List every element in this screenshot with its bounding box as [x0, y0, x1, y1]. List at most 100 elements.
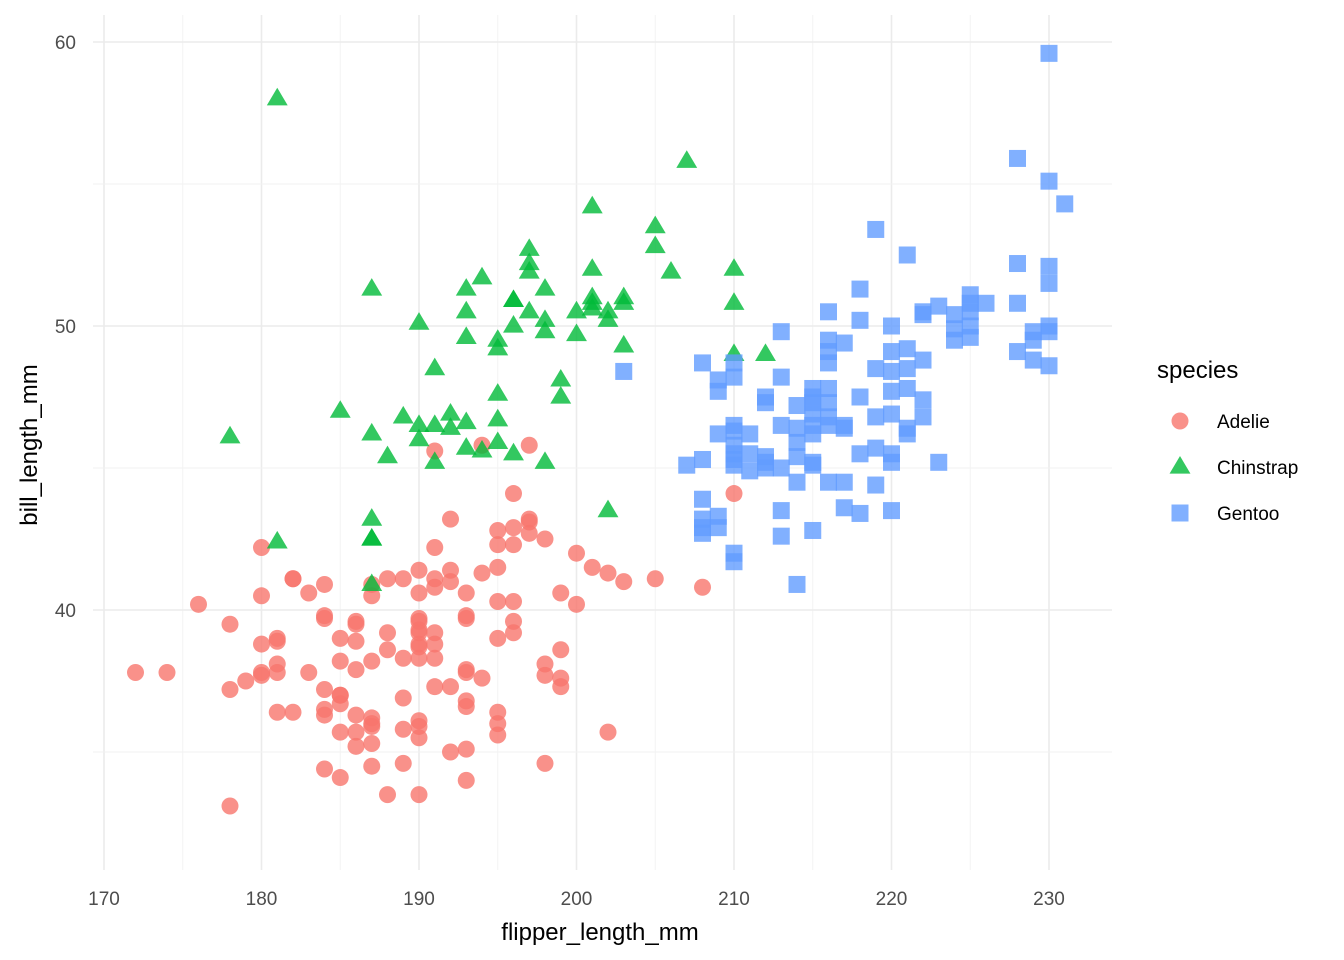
legend-key-circle — [1171, 412, 1189, 430]
series-chinstrap — [219, 87, 776, 592]
data-points — [127, 44, 1074, 815]
series-gentoo — [615, 44, 1074, 593]
gentoo-point — [725, 422, 743, 440]
gentoo-point — [788, 433, 806, 451]
adelie-point — [347, 706, 365, 724]
gentoo-point — [851, 280, 869, 298]
adelie-point — [694, 578, 711, 596]
gentoo-point — [946, 306, 963, 324]
legend-label: Chinstrap — [1217, 458, 1298, 479]
adelie-point — [221, 615, 239, 633]
adelie-point — [410, 649, 428, 667]
chinstrap-point — [424, 414, 446, 432]
gentoo-point — [867, 476, 885, 494]
gentoo-point — [1009, 294, 1026, 312]
gentoo-point — [772, 323, 790, 341]
chinstrap-point — [613, 292, 635, 310]
chinstrap-point — [408, 428, 430, 447]
adelie-point — [457, 610, 475, 628]
gentoo-point — [772, 416, 790, 434]
legend-title: species — [1157, 357, 1238, 384]
chinstrap-point — [487, 408, 509, 427]
adelie-point — [442, 743, 459, 761]
gentoo-point — [725, 368, 743, 386]
adelie-point — [253, 539, 270, 557]
chinstrap-point — [392, 405, 414, 424]
chinstrap-point — [266, 87, 288, 106]
gentoo-point — [1040, 274, 1058, 292]
y-tick-label: 60 — [55, 33, 76, 54]
gentoo-point — [709, 382, 727, 400]
chinstrap-point — [377, 445, 398, 464]
adelie-point — [379, 786, 396, 804]
legend-item-gentoo: Gentoo — [1171, 504, 1279, 525]
gentoo-point — [725, 456, 743, 474]
legend-key-square — [1171, 504, 1189, 522]
chinstrap-point — [471, 266, 493, 285]
gentoo-point — [883, 453, 900, 471]
gentoo-point — [788, 473, 806, 491]
adelie-point — [379, 624, 396, 642]
adelie-point — [363, 652, 381, 670]
gentoo-point — [1040, 257, 1058, 275]
adelie-point — [379, 570, 396, 588]
adelie-point — [457, 740, 475, 758]
gentoo-point — [757, 459, 774, 477]
gentoo-point — [1024, 331, 1042, 349]
x-tick-label: 200 — [561, 889, 593, 910]
adelie-point — [331, 769, 349, 787]
chinstrap-point — [455, 326, 477, 344]
gentoo-point — [741, 462, 759, 480]
chinstrap-point — [534, 309, 556, 327]
adelie-point — [505, 592, 522, 610]
adelie-point — [426, 578, 444, 596]
gentoo-point — [694, 524, 711, 542]
legend-key-triangle — [1169, 456, 1191, 474]
gentoo-point — [820, 379, 837, 397]
chinstrap-point — [487, 383, 509, 401]
gentoo-point — [725, 354, 743, 372]
chinstrap-point — [408, 414, 430, 432]
chinstrap-point — [329, 400, 351, 418]
gentoo-point — [772, 527, 790, 545]
gentoo-point — [835, 473, 853, 491]
gentoo-point — [930, 297, 948, 315]
adelie-point — [284, 703, 302, 721]
adelie-point — [331, 695, 349, 713]
legend-label: Gentoo — [1217, 504, 1279, 525]
gentoo-point — [961, 328, 979, 346]
gentoo-point — [851, 504, 869, 522]
chinstrap-point — [503, 289, 524, 308]
gentoo-point — [898, 379, 916, 397]
gentoo-point — [741, 445, 759, 463]
adelie-point — [253, 587, 270, 605]
adelie-point — [347, 661, 365, 679]
gentoo-point — [883, 343, 900, 361]
adelie-point — [127, 663, 144, 681]
adelie-point — [394, 689, 412, 707]
adelie-point — [442, 510, 459, 528]
chinstrap-point — [644, 235, 666, 254]
gentoo-point — [851, 445, 869, 463]
chinstrap-point — [550, 368, 572, 387]
chinstrap-point — [361, 528, 383, 546]
chinstrap-point — [455, 300, 477, 319]
adelie-point — [725, 485, 743, 503]
gentoo-point — [835, 334, 853, 352]
chinstrap-point — [644, 215, 666, 234]
adelie-point — [363, 734, 381, 752]
adelie-point — [379, 641, 396, 659]
legend-label: Adelie — [1217, 412, 1270, 433]
gentoo-point — [867, 408, 885, 426]
adelie-point — [363, 717, 381, 735]
adelie-point — [599, 723, 617, 741]
adelie-point — [221, 797, 239, 815]
y-tick-label: 50 — [55, 317, 76, 338]
chinstrap-point — [455, 278, 477, 296]
gentoo-point — [914, 306, 932, 324]
adelie-point — [331, 652, 349, 670]
gentoo-point — [757, 394, 774, 412]
adelie-point — [410, 786, 428, 804]
adelie-point — [489, 726, 507, 744]
gentoo-point — [914, 408, 932, 426]
